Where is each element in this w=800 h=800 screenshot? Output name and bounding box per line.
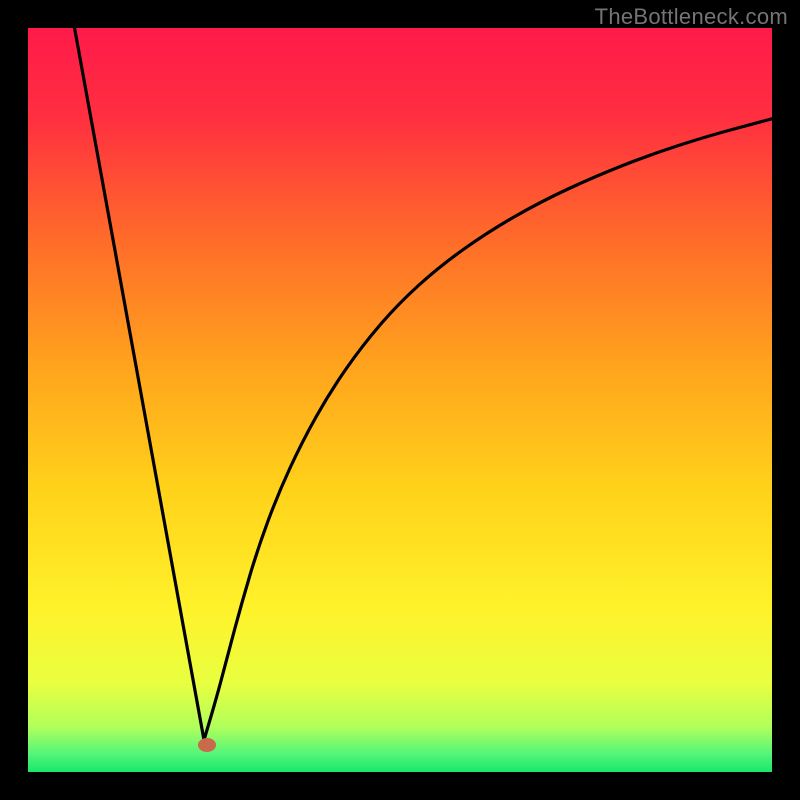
bottleneck-chart: [0, 0, 800, 800]
chart-container: TheBottleneck.com: [0, 0, 800, 800]
optimal-marker: [198, 738, 216, 752]
watermark-text: TheBottleneck.com: [595, 4, 788, 30]
gradient-background: [28, 28, 772, 772]
